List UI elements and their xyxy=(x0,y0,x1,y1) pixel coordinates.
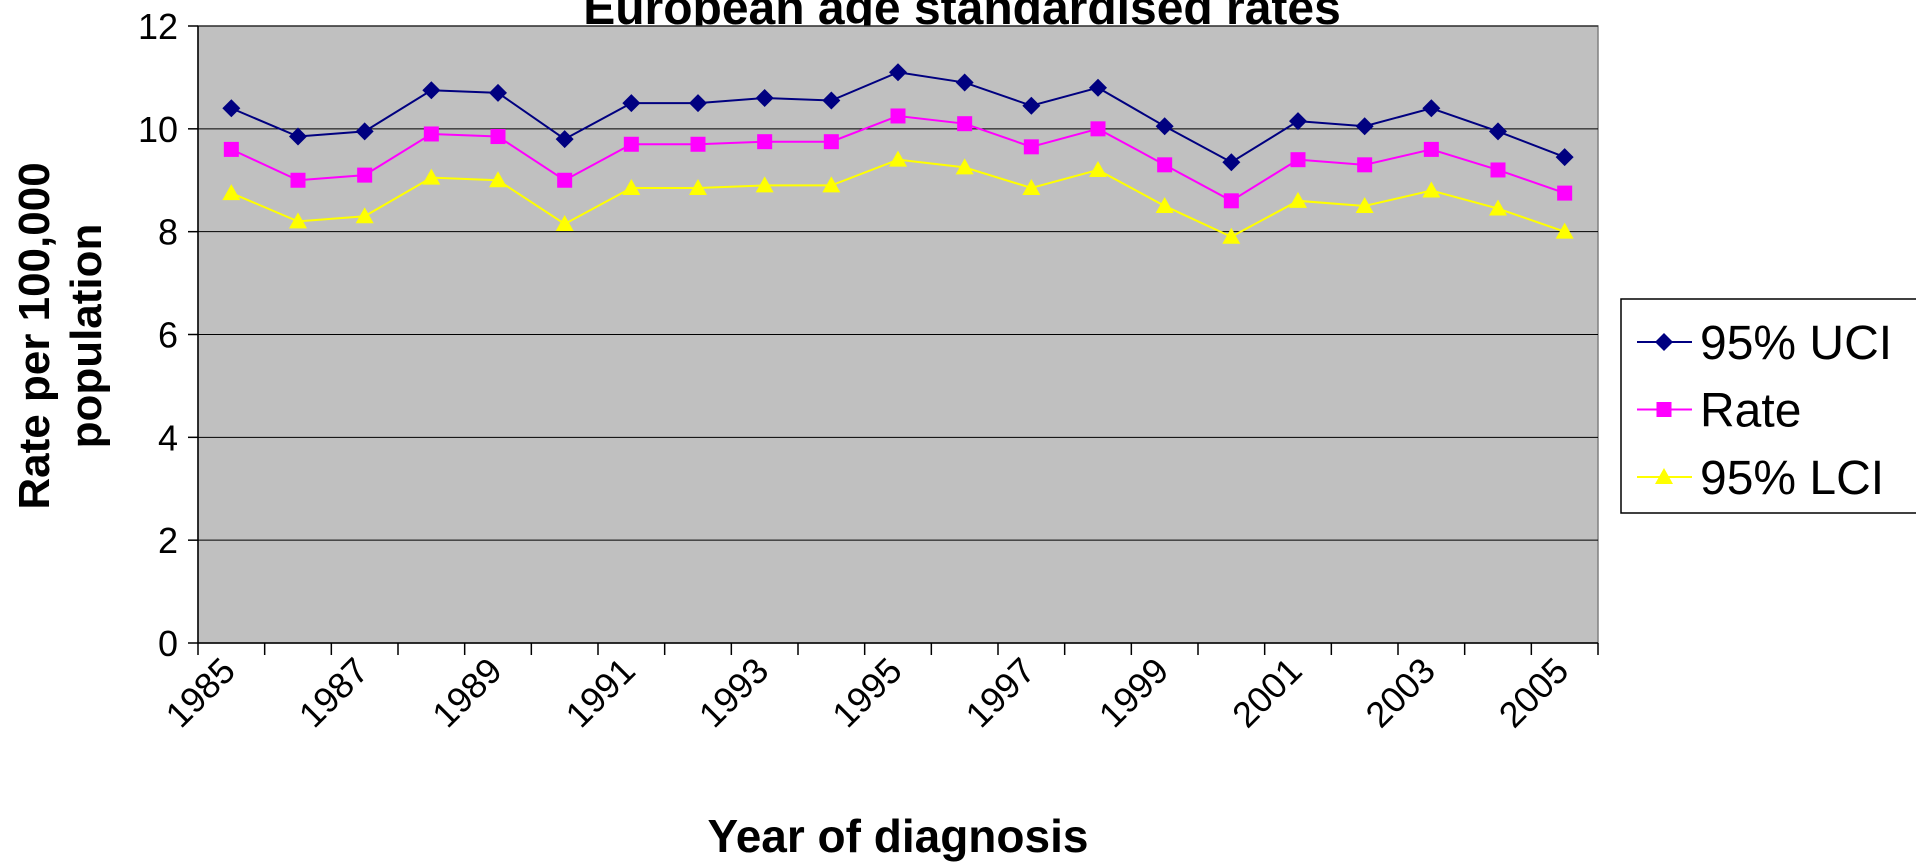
data-point xyxy=(222,99,241,118)
data-point xyxy=(555,214,574,231)
y-tick-label: 10 xyxy=(138,109,178,150)
data-point xyxy=(1355,196,1374,213)
data-point xyxy=(889,63,907,82)
data-point xyxy=(1023,139,1039,155)
data-point xyxy=(290,172,306,188)
y-tick-label: 12 xyxy=(138,6,178,47)
legend-label: 95% UCI xyxy=(1700,317,1892,370)
data-point xyxy=(223,141,239,157)
data-point xyxy=(357,167,373,183)
y-axis-title: Rate per 100,000 population xyxy=(10,162,111,510)
y-tick-label: 0 xyxy=(158,623,178,664)
data-point xyxy=(489,171,507,188)
data-point xyxy=(1489,122,1507,141)
data-point xyxy=(1089,78,1107,97)
x-axis-title: Year of diagnosis xyxy=(708,810,1089,862)
x-tick-label: 2005 xyxy=(1491,650,1577,736)
data-point xyxy=(422,168,441,185)
legend-label: Rate xyxy=(1700,385,1801,438)
data-point xyxy=(1289,191,1307,208)
data-point xyxy=(490,129,506,145)
data-point xyxy=(1357,157,1373,173)
data-point xyxy=(755,88,774,107)
data-point xyxy=(1155,196,1174,213)
data-point xyxy=(289,127,307,146)
data-point xyxy=(1423,141,1439,157)
data-point xyxy=(555,130,574,149)
legend-label: 95% LCI xyxy=(1700,452,1884,505)
data-point xyxy=(755,176,774,193)
data-point xyxy=(1555,222,1574,239)
x-tick-label: 1987 xyxy=(291,650,377,736)
data-point xyxy=(355,122,374,141)
y-tick-label: 6 xyxy=(158,315,178,356)
data-point xyxy=(1290,152,1306,168)
data-point xyxy=(1022,178,1041,195)
data-point xyxy=(1490,162,1506,178)
x-tick-label: 1997 xyxy=(957,650,1043,736)
data-point xyxy=(689,94,707,113)
data-point xyxy=(1422,181,1441,198)
data-point xyxy=(1355,117,1374,136)
data-point xyxy=(890,108,906,124)
data-point xyxy=(823,134,839,150)
legend-marker xyxy=(1655,468,1673,484)
data-point xyxy=(1157,157,1173,173)
data-point xyxy=(1557,185,1573,201)
x-tick-label: 1991 xyxy=(557,650,643,736)
y-tick-label: 8 xyxy=(158,212,178,253)
data-point xyxy=(622,178,641,195)
y-tick-label: 2 xyxy=(158,520,178,561)
x-tick-label: 1995 xyxy=(824,650,910,736)
x-tick-label: 1989 xyxy=(424,650,510,736)
data-point xyxy=(289,212,307,229)
data-point xyxy=(355,207,374,224)
data-point xyxy=(1022,96,1041,115)
data-point xyxy=(955,73,974,92)
y-tick-label: 4 xyxy=(158,417,178,458)
data-point xyxy=(1222,227,1241,244)
data-point xyxy=(489,83,507,102)
data-point xyxy=(957,116,973,132)
x-tick-label: 2001 xyxy=(1224,650,1310,736)
data-point xyxy=(1089,160,1107,177)
data-point xyxy=(1090,121,1106,137)
data-point xyxy=(1422,99,1441,118)
data-point xyxy=(1555,148,1574,167)
data-point xyxy=(822,176,841,193)
x-tick-label: 2003 xyxy=(1357,650,1443,736)
data-point xyxy=(1489,199,1507,216)
legend-marker xyxy=(1656,402,1672,417)
data-point xyxy=(1155,117,1174,136)
data-point xyxy=(757,134,773,150)
data-point xyxy=(1289,112,1307,131)
data-point xyxy=(222,184,241,201)
data-point xyxy=(1222,153,1241,172)
x-tick-label: 1993 xyxy=(691,650,777,736)
data-point xyxy=(690,136,706,152)
data-point xyxy=(423,126,439,142)
data-point xyxy=(955,158,974,175)
data-point xyxy=(822,91,841,110)
data-point xyxy=(689,178,707,195)
legend-marker xyxy=(1655,333,1673,351)
data-point xyxy=(623,136,639,152)
data-point xyxy=(557,172,573,188)
data-point xyxy=(622,94,641,113)
data-point xyxy=(1223,193,1239,209)
data-point xyxy=(422,81,441,100)
x-tick-label: 1999 xyxy=(1091,650,1177,736)
data-point xyxy=(889,150,907,167)
